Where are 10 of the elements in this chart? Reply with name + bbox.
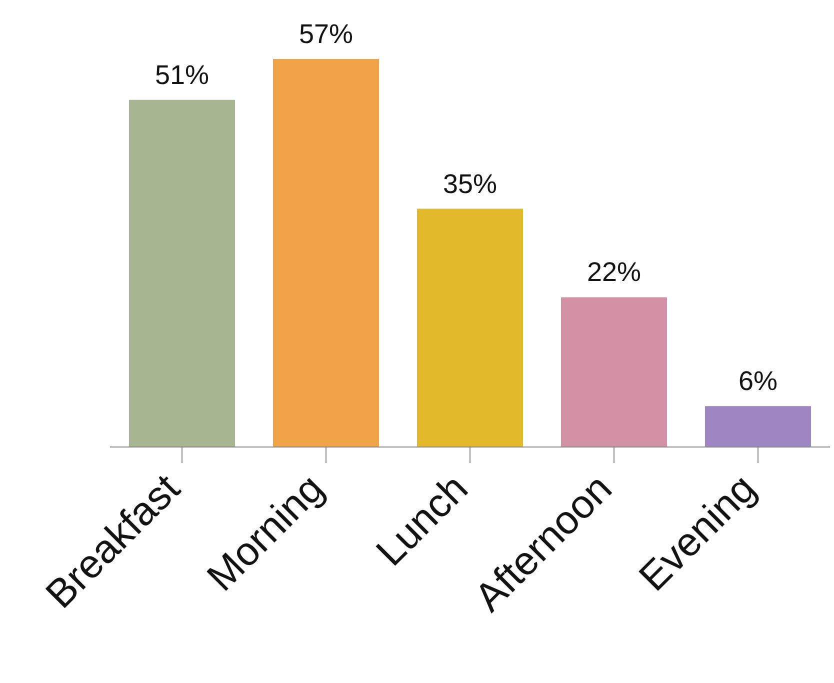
bar [561,297,667,447]
data-label: 57% [298,19,354,49]
data-label: 22% [586,257,642,288]
data-label: 35% [442,168,498,199]
bar [417,208,523,447]
bar [129,100,235,447]
data-label: 51% [154,60,210,90]
bar [273,59,379,447]
bar [705,406,811,447]
data-label: 6% [738,366,778,396]
